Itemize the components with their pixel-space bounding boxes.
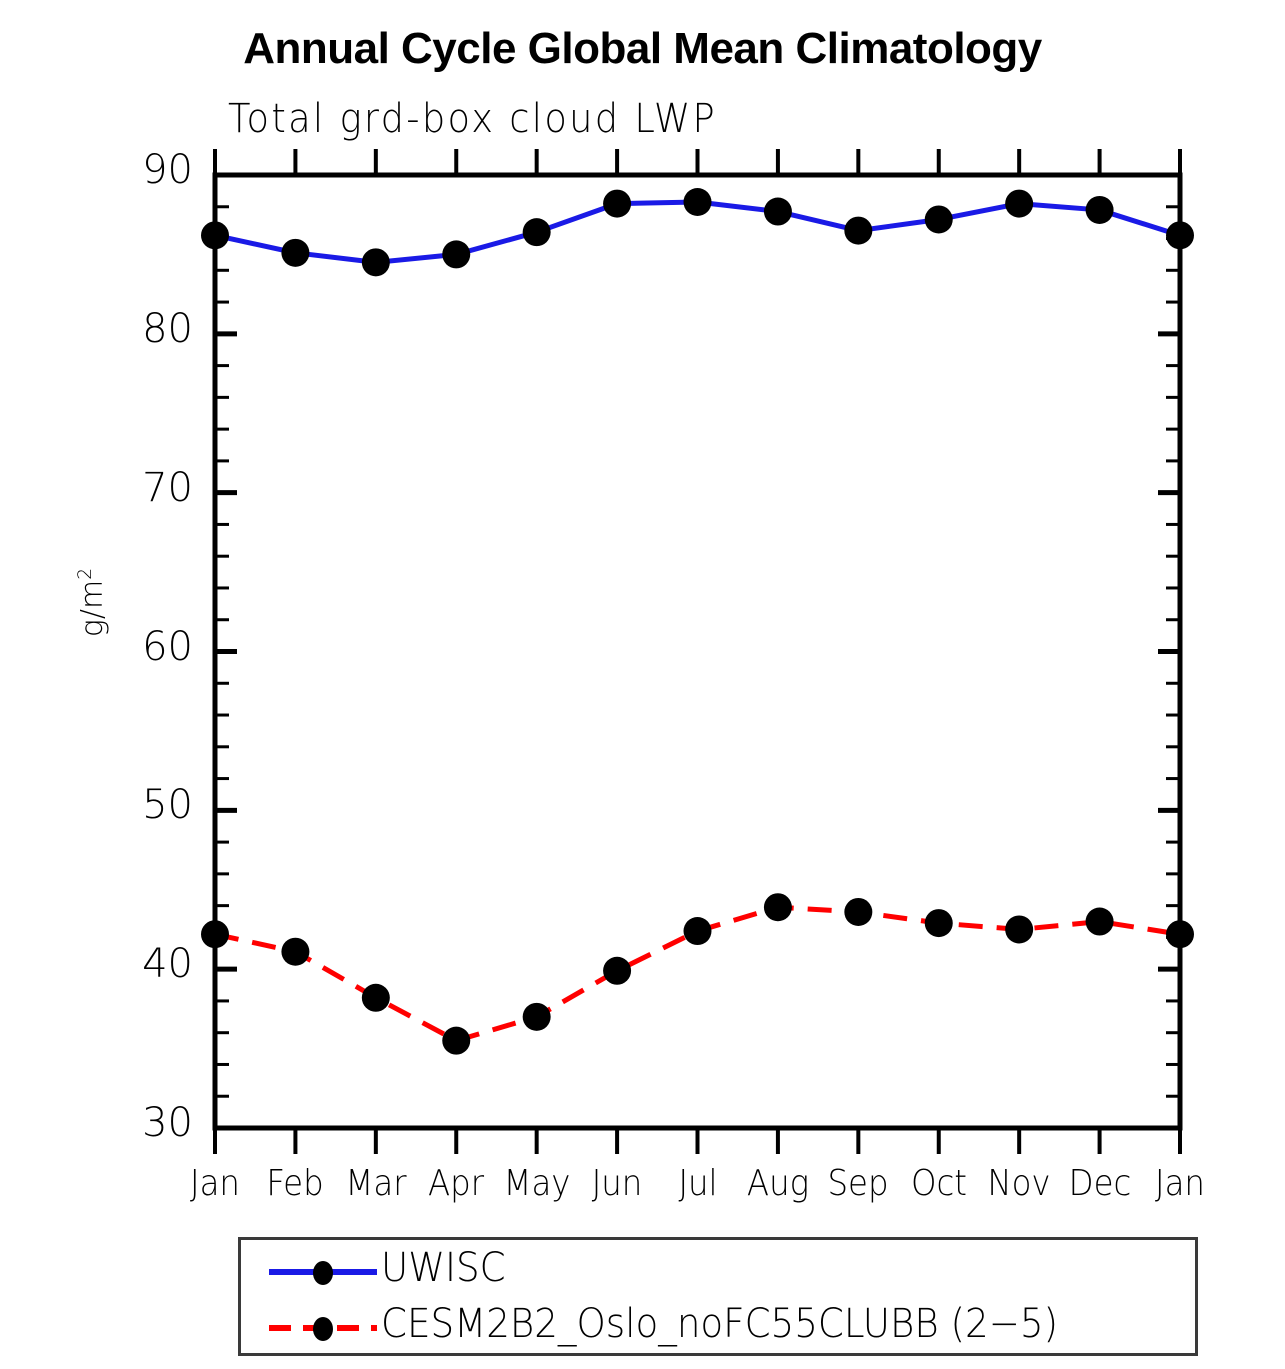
plot-frame	[212, 172, 1183, 1131]
legend-entry-uwisc[interactable]: UWISC	[241, 1245, 1195, 1299]
x-tick-label: Jun	[591, 1163, 643, 1204]
series-marker-0	[924, 205, 953, 234]
x-tick-label: Jan	[190, 1163, 240, 1204]
series-marker-1	[844, 897, 873, 926]
series-marker-0	[522, 218, 551, 247]
chart-legend: UWISC CESM2B2_Oslo_noFC55CLUBB (2−5)	[238, 1237, 1198, 1356]
y-tick-label: 50	[142, 782, 193, 829]
series-marker-1	[361, 983, 390, 1012]
x-tick-label: Nov	[987, 1163, 1051, 1204]
x-tick-label: Apr	[428, 1163, 485, 1204]
legend-marker-icon	[313, 1317, 333, 1341]
x-tick-label: Sep	[827, 1163, 889, 1204]
chart-title: Annual Cycle Global Mean Climatology	[243, 24, 1042, 73]
series-marker-0	[201, 221, 229, 250]
x-tick-label: Jan	[1155, 1163, 1205, 1204]
series-marker-0	[844, 216, 873, 245]
y-tick-label: 30	[142, 1100, 193, 1146]
chart-subtitle: Total grd-box cloud LWP	[228, 96, 718, 142]
legend-marker-icon	[313, 1261, 333, 1285]
series-marker-0	[603, 189, 632, 218]
x-tick-label: Dec	[1068, 1163, 1131, 1204]
series-marker-1	[201, 920, 229, 949]
legend-swatch-solid-blue	[269, 1261, 377, 1285]
legend-swatch-dashed-red	[269, 1317, 377, 1341]
series-marker-1	[1005, 915, 1034, 944]
legend-entry-cesm[interactable]: CESM2B2_Oslo_noFC55CLUBB (2−5)	[241, 1301, 1195, 1355]
series-marker-1	[442, 1026, 471, 1055]
series-marker-1	[683, 917, 712, 946]
series-marker-0	[442, 240, 471, 269]
series-marker-1	[1166, 920, 1194, 949]
legend-label-1: CESM2B2_Oslo_noFC55CLUBB (2−5)	[381, 1301, 1059, 1347]
x-tick-label: Mar	[345, 1163, 407, 1204]
series-marker-0	[1005, 189, 1034, 218]
series-marker-1	[603, 956, 632, 985]
series-marker-1	[281, 937, 310, 966]
series-marker-0	[763, 197, 792, 226]
y-tick-label: 80	[142, 305, 193, 352]
x-tick-label: Feb	[266, 1163, 325, 1204]
legend-label-0: UWISC	[381, 1245, 506, 1291]
y-tick-label: 70	[142, 464, 193, 511]
series-marker-0	[361, 248, 390, 277]
series-marker-0	[1166, 221, 1194, 250]
y-tick-label: 60	[142, 623, 193, 670]
series-marker-0	[1085, 195, 1114, 224]
y-tick-label: 90	[142, 147, 193, 193]
x-tick-label: Aug	[746, 1163, 809, 1204]
series-marker-1	[763, 893, 792, 922]
series-marker-1	[1085, 907, 1114, 936]
series-marker-1	[924, 909, 953, 938]
x-tick-label: Oct	[910, 1163, 967, 1204]
series-marker-0	[281, 238, 310, 267]
series-marker-0	[683, 188, 712, 217]
x-tick-label: Jul	[677, 1163, 718, 1204]
series-marker-1	[522, 1002, 551, 1031]
y-tick-label: 40	[142, 941, 193, 988]
x-tick-label: May	[503, 1163, 571, 1204]
